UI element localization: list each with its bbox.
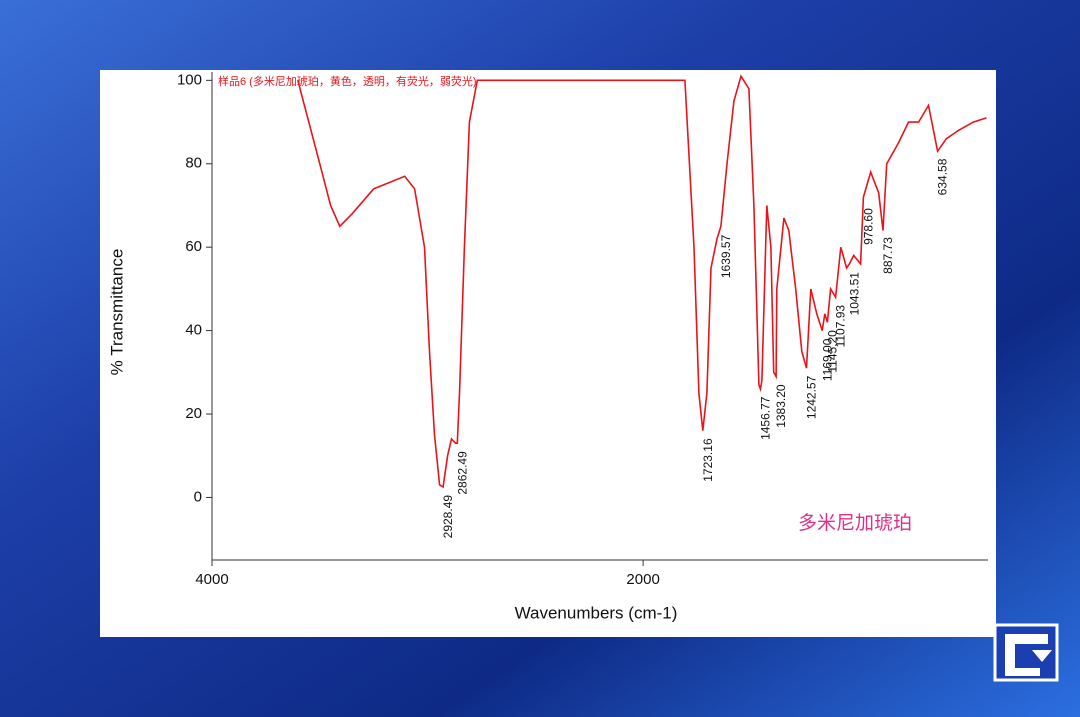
y-tick-label: 40 (185, 322, 202, 339)
x-axis-label: Wavenumbers (cm-1) (515, 603, 678, 622)
peak-label: 1639.57 (719, 234, 733, 278)
peak-label: 1169.00 (820, 338, 834, 381)
y-tick-label: 100 (177, 71, 202, 88)
peak-label: 1242.57 (805, 375, 819, 419)
y-axis-label: % Transmittance (107, 249, 126, 376)
x-tick-label: 2000 (626, 571, 659, 588)
peak-label: 634.58 (936, 158, 950, 195)
peak-label: 1043.51 (847, 272, 861, 316)
peak-label: 1383.20 (774, 384, 788, 428)
spectrum-line (297, 74, 987, 489)
y-tick-label: 80 (185, 155, 202, 172)
y-tick-label: 0 (194, 488, 202, 505)
peak-label: 1723.16 (701, 438, 715, 482)
logo (993, 623, 1059, 682)
peak-label: 1107.93 (834, 305, 848, 348)
sample-label: 多米尼加琥珀 (798, 512, 912, 534)
peak-label: 887.73 (881, 237, 895, 274)
peak-label: 1145.20 (826, 330, 840, 373)
plot-area (297, 74, 987, 489)
peak-label: 2928.49 (441, 495, 455, 539)
y-tick-label: 60 (185, 238, 202, 255)
y-tick-label: 20 (185, 405, 202, 422)
x-tick-label: 4000 (195, 571, 228, 588)
peak-label: 978.60 (861, 208, 875, 245)
peak-label: 2862.49 (455, 451, 469, 495)
chart-title: 样品6 (多米尼加琥珀，黄色，透明，有荧光，弱荧光) (218, 74, 477, 88)
chart-panel (100, 70, 996, 637)
peak-label: 1456.77 (758, 396, 772, 440)
